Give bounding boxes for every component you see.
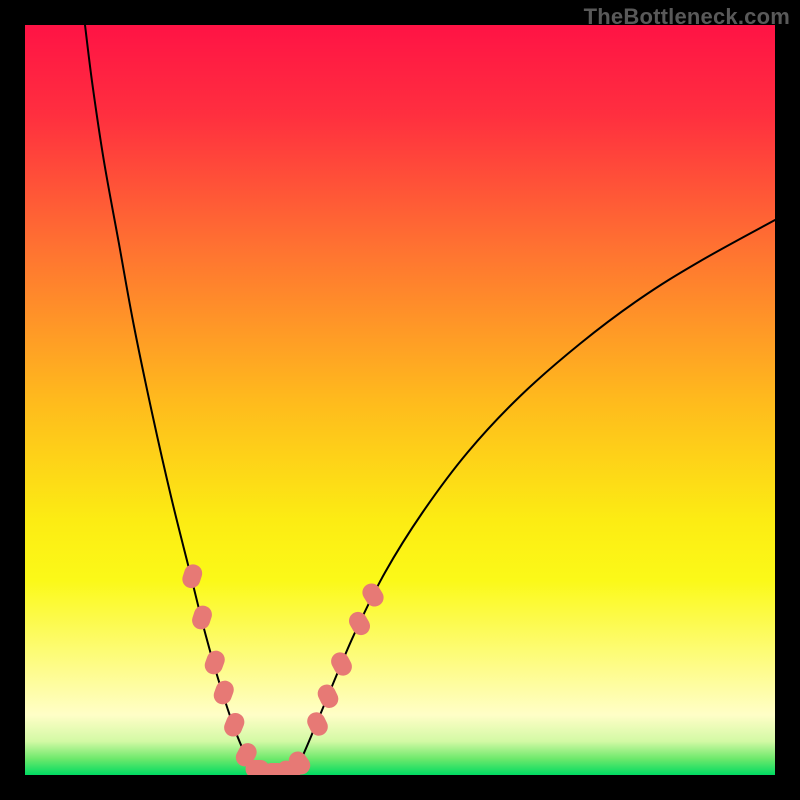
- bottleneck-chart-svg: [25, 25, 775, 775]
- figure-background: TheBottleneck.com: [0, 0, 800, 800]
- gradient-background: [25, 25, 775, 775]
- plot-area: [25, 25, 775, 775]
